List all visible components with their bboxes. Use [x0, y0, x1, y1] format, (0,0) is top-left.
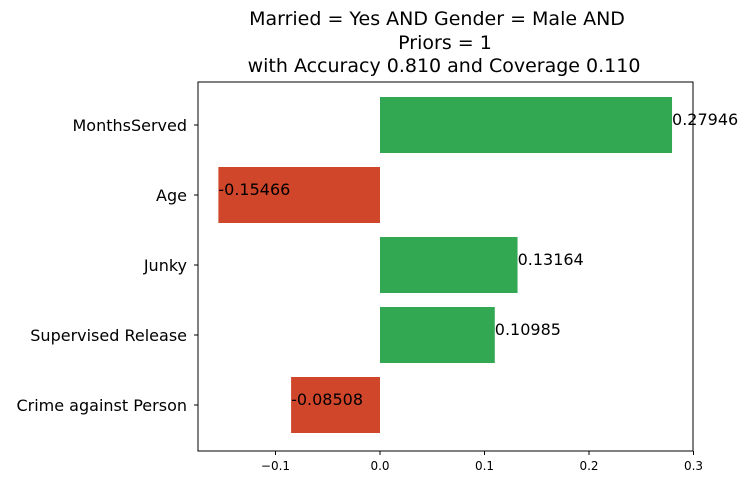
- value-label-0: 0.27946: [672, 110, 738, 129]
- bar-3: [380, 307, 495, 363]
- category-label-0: MonthsServed: [72, 116, 187, 135]
- value-label-2: 0.13164: [518, 250, 584, 269]
- x-tick-label-0: −0.1: [261, 459, 290, 473]
- category-label-1: Age: [156, 186, 187, 205]
- value-label-1: -0.15466: [218, 180, 290, 199]
- x-tick-label-2: 0.1: [475, 459, 494, 473]
- chart-title-line-3: with Accuracy 0.810 and Coverage 0.110: [248, 55, 641, 77]
- category-labels-group: MonthsServed Age Junky Supervised Release Cr…: [16, 116, 198, 415]
- x-tick-label-4: 0.3: [684, 459, 703, 473]
- x-axis-ticks-group: −0.1 0.0 0.1 0.2 0.3: [261, 451, 703, 473]
- x-tick-label-1: 0.0: [370, 459, 389, 473]
- category-label-3: Supervised Release: [30, 326, 187, 345]
- bar-2: [380, 237, 518, 293]
- bar-0: [380, 97, 673, 153]
- bars-group: [218, 97, 673, 433]
- chart-title-line-1: Married = Yes AND Gender = Male AND: [249, 8, 625, 30]
- value-label-4: -0.08508: [291, 390, 363, 409]
- bar-1: [218, 167, 380, 223]
- plot-frame: [197, 81, 694, 452]
- bar-4: [291, 377, 380, 433]
- x-tick-label-3: 0.2: [579, 459, 598, 473]
- value-labels-group: 0.27946 -0.15466 0.13164 0.10985 -0.08508: [218, 110, 738, 409]
- chart-title-line-2: Priors = 1: [398, 32, 492, 54]
- category-label-2: Junky: [143, 256, 187, 275]
- value-label-3: 0.10985: [495, 320, 561, 339]
- category-label-4: Crime against Person: [16, 396, 187, 415]
